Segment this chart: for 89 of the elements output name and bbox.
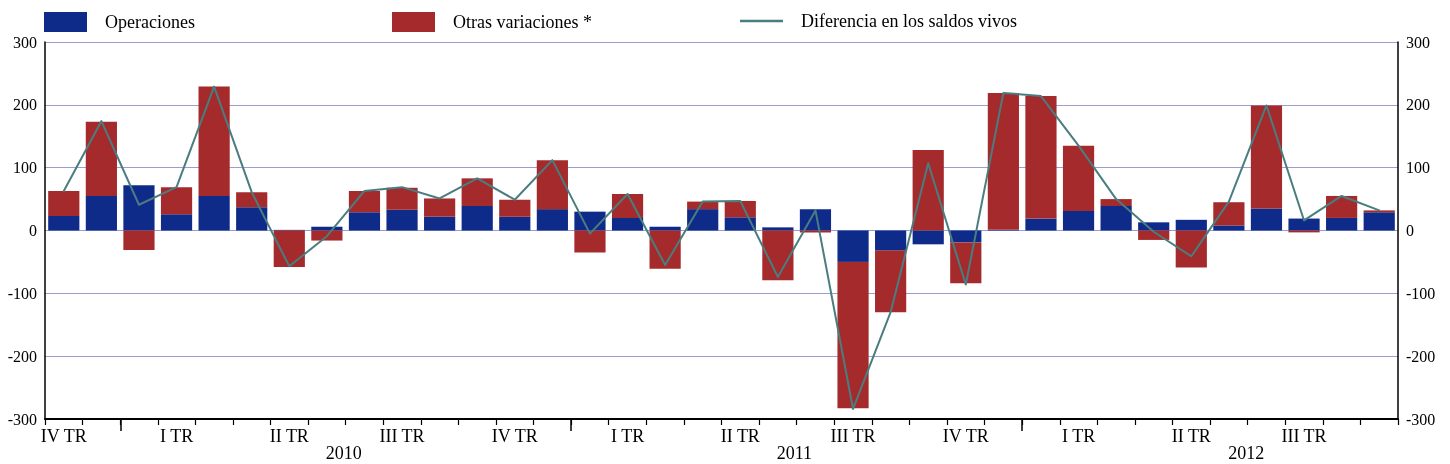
- bar: [461, 206, 493, 231]
- x-tick-label: I TR: [1061, 426, 1096, 446]
- y2-tick-label: 0: [1406, 222, 1414, 239]
- bar: [724, 217, 756, 231]
- bar: [912, 230, 944, 245]
- bar: [160, 187, 193, 215]
- bar: [386, 209, 418, 231]
- y-tick-label: 200: [13, 96, 37, 114]
- bar: [499, 216, 531, 231]
- bar: [875, 250, 907, 313]
- y-tick-label: 0: [29, 222, 37, 239]
- bar: [1213, 225, 1245, 231]
- x-tick-label: I TR: [159, 426, 194, 446]
- legend-label: Otras variaciones *: [453, 12, 592, 32]
- bar: [348, 212, 381, 231]
- bar: [1250, 105, 1283, 209]
- y-tick-label: -200: [7, 347, 37, 365]
- bar: [198, 195, 230, 231]
- bar: [536, 209, 568, 231]
- bar: [1100, 199, 1132, 206]
- y2-tick-label: -100: [1406, 284, 1436, 302]
- bar: [160, 214, 193, 231]
- bar: [1062, 145, 1095, 212]
- y-tick-label: -100: [7, 284, 37, 302]
- x-tick-label: II TR: [1171, 426, 1211, 446]
- y2-tick-label: 100: [1406, 159, 1430, 177]
- y2-tick-label: -300: [1406, 410, 1436, 428]
- bar: [987, 92, 1019, 230]
- bar: [912, 150, 944, 231]
- x-tick-label: III TR: [1281, 426, 1327, 446]
- x-tick-label: II TR: [269, 426, 309, 446]
- bar: [574, 230, 606, 253]
- x2-tick-label: 2011: [776, 443, 813, 463]
- bar: [762, 230, 794, 281]
- bar: [499, 199, 531, 217]
- y2-tick-label: 200: [1406, 96, 1430, 114]
- bar: [687, 209, 719, 231]
- x-tick-label: III TR: [830, 426, 876, 446]
- bar: [123, 185, 155, 231]
- bar: [1025, 96, 1057, 219]
- bar: [48, 216, 80, 231]
- y-tick-label: -300: [7, 410, 37, 428]
- line-series: [62, 85, 1381, 410]
- bar: [1250, 208, 1283, 231]
- bar: [348, 190, 381, 213]
- y-tick-label: 100: [13, 159, 37, 177]
- bar: [1326, 217, 1358, 231]
- bar: [1288, 218, 1320, 231]
- bar: [837, 230, 869, 262]
- bar: [1062, 211, 1095, 231]
- bar: [85, 121, 117, 196]
- bar: [1138, 222, 1170, 231]
- bar: [85, 195, 117, 231]
- x-tick-label: IV TR: [942, 426, 989, 446]
- bar: [536, 160, 568, 210]
- x2-tick-label: 2010: [325, 443, 362, 463]
- bar: [875, 230, 907, 251]
- bar: [123, 230, 155, 250]
- bar: [1326, 195, 1358, 218]
- bar: [1175, 230, 1207, 268]
- bar: [48, 190, 80, 217]
- bar: [386, 187, 418, 210]
- legend-label: Operaciones: [105, 12, 195, 32]
- y2-tick-label: 300: [1406, 33, 1430, 51]
- x2-tick-label: 2012: [1228, 443, 1265, 463]
- x-tick-label: II TR: [720, 426, 760, 446]
- bar: [424, 198, 456, 217]
- y-tick-label: 300: [13, 33, 37, 51]
- x-tick-label: IV TR: [491, 426, 538, 446]
- bar: [1025, 218, 1057, 231]
- bar: [461, 178, 493, 206]
- bar: [1213, 202, 1245, 226]
- bar: [837, 261, 869, 409]
- x-tick-label: I TR: [610, 426, 645, 446]
- bar: [762, 227, 794, 231]
- legend-label: Diferencia en los saldos vivos: [801, 11, 1017, 31]
- bar: [611, 217, 644, 231]
- bar: [311, 226, 343, 231]
- bar: [424, 216, 456, 231]
- x-tick-label: IV TR: [40, 426, 87, 446]
- bar: [198, 86, 230, 196]
- bar: [1100, 206, 1132, 231]
- bar: [236, 192, 268, 208]
- bar: [649, 226, 681, 231]
- y2-tick-label: -200: [1406, 347, 1436, 365]
- bar: [1363, 212, 1395, 231]
- bar: [1175, 219, 1207, 231]
- bar: [236, 207, 268, 231]
- x-tick-label: III TR: [379, 426, 425, 446]
